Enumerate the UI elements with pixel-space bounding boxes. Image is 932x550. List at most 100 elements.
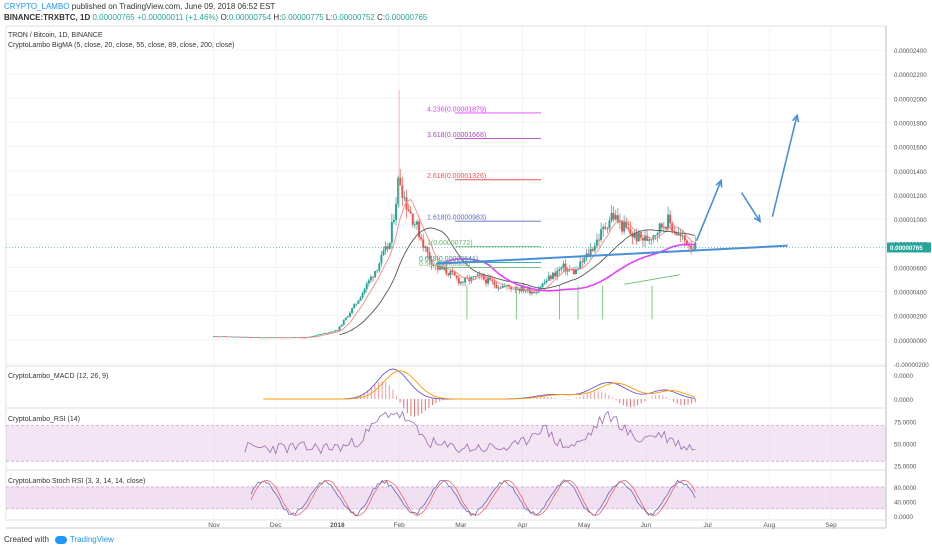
candle-body[interactable]	[227, 336, 230, 338]
candle-body[interactable]	[482, 275, 485, 280]
candle-body[interactable]	[254, 337, 257, 338]
candle-body[interactable]	[215, 336, 218, 337]
candle-body[interactable]	[269, 337, 272, 339]
candle-body[interactable]	[246, 336, 249, 338]
candle-body[interactable]	[685, 240, 688, 246]
candle-body[interactable]	[690, 246, 693, 249]
candle-body[interactable]	[694, 242, 697, 250]
candle-body[interactable]	[627, 227, 630, 230]
candle-body[interactable]	[593, 245, 596, 251]
candle-body[interactable]	[351, 308, 354, 313]
candle-body[interactable]	[480, 274, 483, 276]
candle-body[interactable]	[662, 226, 665, 228]
candle-body[interactable]	[623, 221, 626, 232]
candle-body[interactable]	[648, 239, 651, 241]
candle-body[interactable]	[493, 281, 496, 285]
candle-body[interactable]	[284, 337, 287, 339]
candle-body[interactable]	[669, 214, 672, 224]
candle-body[interactable]	[646, 235, 649, 241]
candle-body[interactable]	[413, 224, 416, 226]
candle-body[interactable]	[554, 272, 557, 277]
candle-body[interactable]	[330, 331, 333, 333]
candle-body[interactable]	[677, 234, 680, 236]
candle-body[interactable]	[654, 235, 657, 236]
candle-body[interactable]	[223, 336, 226, 338]
candle-body[interactable]	[602, 226, 605, 230]
candle-body[interactable]	[667, 214, 670, 229]
candle-body[interactable]	[487, 277, 490, 284]
candle-body[interactable]	[639, 232, 642, 238]
candle-body[interactable]	[279, 337, 282, 339]
candle-body[interactable]	[275, 337, 278, 339]
candle-body[interactable]	[355, 303, 358, 305]
tradingview-logo[interactable]: TradingView	[54, 535, 114, 544]
candle-body[interactable]	[692, 248, 695, 250]
candle-body[interactable]	[426, 246, 429, 253]
candle-body[interactable]	[629, 229, 632, 235]
candle-body[interactable]	[533, 291, 536, 294]
candle-body[interactable]	[535, 292, 538, 294]
candle-body[interactable]	[512, 288, 515, 290]
candle-body[interactable]	[574, 269, 577, 275]
candle-body[interactable]	[681, 235, 684, 237]
candle-body[interactable]	[453, 272, 456, 276]
candle-body[interactable]	[401, 185, 404, 198]
price-panel[interactable]: 4.236(0.00001879) 3.618(0.00001668) 2.618(…	[6, 89, 886, 339]
candle-body[interactable]	[225, 336, 228, 338]
candle-body[interactable]	[244, 336, 247, 338]
candle-body[interactable]	[359, 297, 362, 301]
candle-body[interactable]	[606, 228, 609, 230]
candle-body[interactable]	[579, 261, 582, 269]
candle-body[interactable]	[367, 280, 370, 284]
candle-body[interactable]	[376, 270, 379, 272]
candle-body[interactable]	[621, 220, 624, 232]
candle-body[interactable]	[313, 335, 316, 337]
candle-body[interactable]	[614, 215, 617, 220]
candle-body[interactable]	[564, 263, 567, 272]
candle-body[interactable]	[671, 223, 674, 232]
candle-body[interactable]	[683, 235, 686, 241]
candle-body[interactable]	[495, 284, 498, 289]
candle-body[interactable]	[673, 231, 676, 233]
candle-body[interactable]	[528, 288, 531, 294]
candle-body[interactable]	[635, 233, 638, 242]
candle-body[interactable]	[501, 285, 504, 288]
candle-body[interactable]	[612, 213, 615, 220]
candle-body[interactable]	[411, 213, 414, 225]
candle-body[interactable]	[451, 270, 454, 273]
candle-body[interactable]	[547, 275, 550, 281]
projection-arrow[interactable]	[771, 115, 798, 217]
candle-body[interactable]	[428, 252, 431, 260]
candle-body[interactable]	[311, 336, 314, 337]
candle-body[interactable]	[664, 226, 667, 229]
candle-body[interactable]	[631, 234, 634, 238]
candle-body[interactable]	[660, 223, 663, 228]
candle-body[interactable]	[259, 337, 262, 339]
candle-body[interactable]	[583, 257, 586, 263]
candle-body[interactable]	[409, 211, 412, 214]
candle-body[interactable]	[267, 337, 270, 339]
candle-body[interactable]	[305, 337, 308, 339]
candle-body[interactable]	[466, 277, 469, 279]
candle-body[interactable]	[323, 332, 326, 334]
candle-body[interactable]	[600, 229, 603, 241]
candle-body[interactable]	[399, 177, 402, 186]
candle-body[interactable]	[543, 282, 546, 284]
candle-body[interactable]	[610, 213, 613, 221]
candle-body[interactable]	[443, 267, 446, 270]
candle-body[interactable]	[288, 337, 291, 339]
candle-body[interactable]	[282, 337, 285, 339]
candle-body[interactable]	[595, 239, 598, 246]
candle-body[interactable]	[510, 286, 513, 290]
candle-body[interactable]	[342, 320, 345, 325]
candle-body[interactable]	[637, 232, 640, 242]
support-trendline[interactable]	[436, 244, 788, 265]
rsi-panel[interactable]	[244, 410, 696, 455]
candle-body[interactable]	[382, 250, 385, 255]
candle-body[interactable]	[344, 317, 347, 321]
candle-body[interactable]	[349, 312, 352, 317]
candle-body[interactable]	[549, 275, 552, 280]
candle-body[interactable]	[346, 316, 349, 318]
candle-body[interactable]	[321, 333, 324, 335]
